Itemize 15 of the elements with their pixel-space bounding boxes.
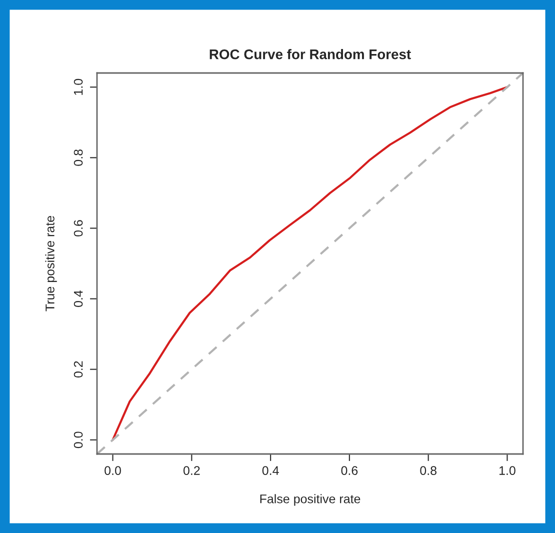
- x-tick-label: 0.0: [104, 466, 121, 475]
- x-tick-label: 0.2: [183, 466, 200, 475]
- x-tick-label: 0.6: [341, 466, 358, 475]
- chart-title: ROC Curve for Random Forest: [210, 49, 411, 60]
- x-tick-label: 1.0: [499, 466, 516, 475]
- x-tick-label: 0.8: [420, 466, 436, 475]
- y-tick-label: 0.0: [74, 432, 83, 448]
- x-axis-title: False positive rate: [260, 494, 360, 506]
- y-tick-label: 0.8: [74, 150, 83, 166]
- y-tick-label: 0.6: [74, 220, 83, 236]
- y-tick-label: 0.2: [74, 361, 83, 378]
- y-tick-label: 1.0: [74, 78, 83, 95]
- y-axis-title: True positive rate: [45, 216, 57, 312]
- x-tick-label: 0.4: [262, 466, 279, 475]
- y-tick-label: 0.4: [74, 290, 83, 307]
